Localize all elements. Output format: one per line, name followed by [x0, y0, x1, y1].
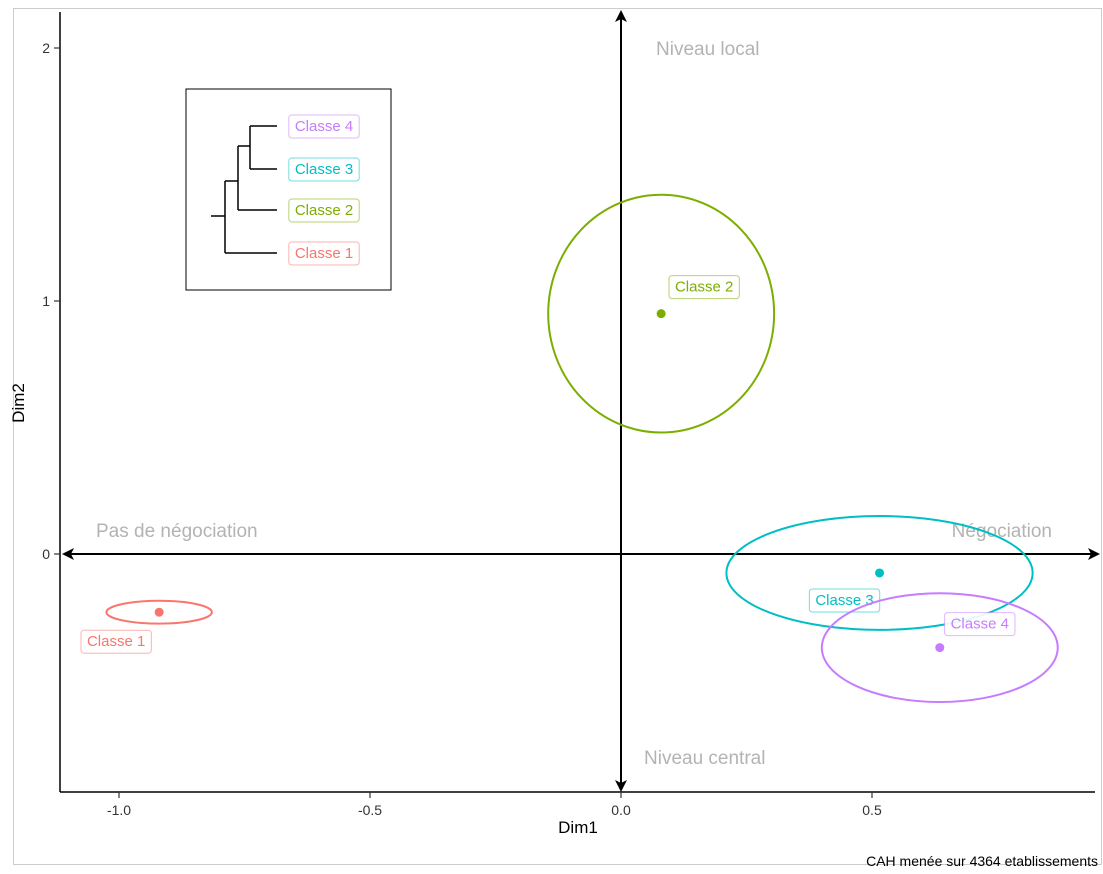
cluster-label: Classe 4 [944, 612, 1016, 637]
centroid-point [875, 568, 885, 578]
label-box [944, 612, 1016, 637]
confidence-ellipse [820, 592, 1059, 704]
x-tick-label: -0.5 [358, 802, 382, 818]
legend-item: Classe 4 [288, 114, 360, 139]
label-text: Classe 2 [295, 202, 353, 219]
label-text: Classe 2 [675, 279, 733, 296]
label-text: Classe 3 [815, 592, 873, 609]
cluster-2: Classe 2 [547, 193, 776, 434]
label-text: Classe 4 [951, 616, 1009, 633]
confidence-ellipse [105, 599, 213, 625]
cluster-1: Classe 1 [80, 599, 213, 654]
legend-item: Classe 3 [288, 157, 360, 182]
label-box [288, 241, 360, 266]
centroid-point [935, 643, 945, 653]
centroid-point [656, 309, 666, 319]
label-box [80, 629, 152, 654]
label-box [288, 198, 360, 223]
y-tick-label: 0 [42, 546, 50, 562]
y-tick-label: 2 [42, 40, 50, 56]
quadrant-label-left: Pas de négociation [96, 521, 258, 542]
dendrogram-tree [211, 125, 277, 254]
y-axis-title: Dim2 [9, 383, 28, 423]
x-tick-label: 0.0 [611, 802, 631, 818]
label-text: Classe 3 [295, 161, 353, 178]
dendrogram-legend: Classe 4 Classe 3 Classe 2 Classe 1 [185, 88, 392, 291]
legend-item: Classe 1 [288, 241, 360, 266]
caption: CAH menée sur 4364 etablissements [866, 853, 1098, 869]
quadrant-label-bottom: Niveau central [644, 748, 765, 769]
cluster-group: Classe 1 Classe 2 Classe 3 Classe 4 [80, 193, 1059, 704]
y-tick-label: 1 [42, 293, 50, 309]
plot-frame [13, 8, 1102, 865]
x-tick-label: -1.0 [107, 802, 131, 818]
legend-item: Classe 2 [288, 198, 360, 223]
label-text: Classe 1 [295, 245, 353, 262]
cluster-4: Classe 4 [820, 592, 1059, 704]
axis-ticks: -1.0 -0.5 0.0 0.5 0 1 2 [42, 40, 882, 818]
label-text: Classe 1 [87, 633, 145, 650]
cluster-label: Classe 2 [668, 275, 740, 300]
centroid-point [154, 607, 164, 617]
confidence-ellipse [725, 515, 1034, 631]
quadrant-label-top: Niveau local [656, 39, 760, 60]
cluster-label: Classe 3 [808, 588, 881, 613]
confidence-ellipse [547, 193, 776, 434]
quadrant-label-right: Négociation [952, 521, 1052, 542]
label-box [288, 114, 360, 139]
reference-arrows [62, 9, 1100, 792]
x-axis-title: Dim1 [558, 818, 598, 837]
quadrant-labels: Niveau local Niveau central Pas de négoc… [96, 39, 1052, 769]
label-box [288, 157, 360, 182]
cluster-label: Classe 1 [80, 629, 152, 654]
label-box [668, 275, 740, 300]
label-text: Classe 4 [295, 118, 353, 135]
x-tick-label: 0.5 [862, 802, 882, 818]
